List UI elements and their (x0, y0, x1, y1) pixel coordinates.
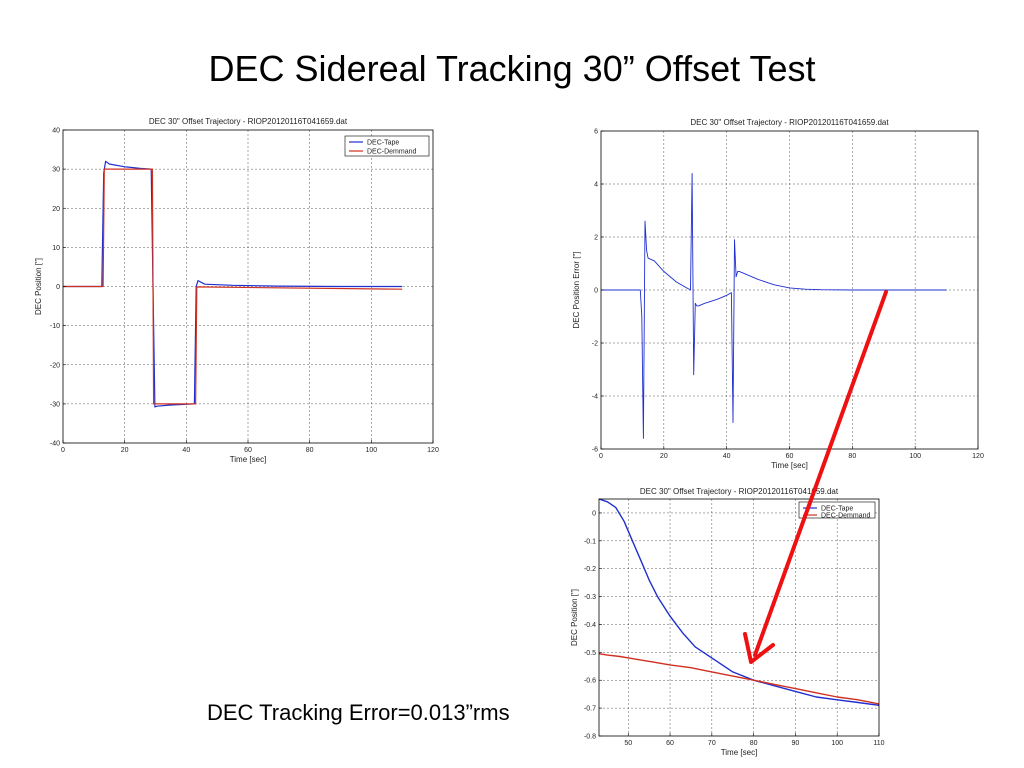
chart-position-title: DEC 30" Offset Trajectory - RIOP20120116… (149, 117, 348, 126)
chart-error-y-tick-label: 0 (594, 288, 598, 295)
chart-position-x-tick-label: 80 (306, 447, 314, 454)
chart-error-x-tick-label: 100 (909, 453, 921, 460)
chart-error-x-tick-label: 20 (660, 453, 668, 460)
chart-zoom-legend-entry: DEC-Tape (821, 506, 853, 513)
chart-zoom-y-tick-label: -0.7 (584, 706, 596, 713)
chart-position-y-tick-label: 30 (52, 167, 60, 174)
chart-position-y-tick-label: 10 (52, 245, 60, 252)
chart-zoom-x-tick-label: 80 (750, 740, 758, 747)
chart-position-y-tick-label: -20 (50, 362, 60, 369)
chart-error-x-tick-label: 0 (599, 453, 603, 460)
chart-zoom-x-axis-label: Time [sec] (721, 748, 758, 757)
chart-zoom-y-tick-label: -0.3 (584, 594, 596, 601)
chart-position-y-axis-label: DEC Position ["] (34, 258, 43, 315)
tracking-error-caption: DEC Tracking Error=0.013”rms (207, 700, 510, 725)
chart-error-x-tick-label: 60 (786, 453, 794, 460)
chart-zoom-x-tick-label: 110 (873, 740, 884, 747)
chart-zoom-y-tick-label: -0.5 (584, 650, 596, 657)
chart-error-y-axis-label: DEC Position Error ["] (572, 251, 581, 328)
chart-zoom-x-tick-label: 70 (708, 740, 716, 747)
chart-error-series-error-line (601, 172, 947, 439)
chart-error-x-tick-label: 120 (972, 453, 984, 460)
chart-zoom-x-tick-label: 100 (831, 740, 843, 747)
chart-position-legend-entry: DEC-Demmand (367, 149, 417, 156)
chart-position-y-tick-label: 20 (52, 206, 60, 213)
chart-position-x-tick-label: 0 (61, 447, 65, 454)
chart-zoom-legend-entry: DEC-Demmand (821, 513, 871, 520)
chart-position-y-tick-label: 0 (56, 284, 60, 291)
annotation-arrow-head (743, 632, 775, 664)
chart-zoom-y-axis-label: DEC Position ["] (570, 589, 579, 646)
chart-position-x-tick-label: 60 (244, 447, 252, 454)
slide-title: DEC Sidereal Tracking 30” Offset Test (208, 48, 816, 89)
chart-zoom-frame (598, 498, 880, 737)
chart-zoom-y-tick-label: -0.4 (584, 622, 596, 629)
chart-zoom-x-tick-label: 60 (666, 740, 674, 747)
chart-zoom-y-tick-label: 0 (592, 510, 596, 517)
chart-zoom-legend-box (798, 501, 876, 519)
chart-error-y-tick-label: -2 (592, 341, 598, 348)
chart-position-legend-box (344, 135, 430, 157)
chart-zoom-series-dec-demmand-line (598, 653, 880, 705)
chart-error-x-axis-label: Time [sec] (771, 461, 808, 470)
chart-zoom-x-tick-label: 90 (792, 740, 800, 747)
chart-error-y-tick-label: 6 (594, 129, 598, 136)
chart-position-x-tick-label: 40 (182, 447, 190, 454)
chart-zoom-x-tick-label: 50 (624, 740, 632, 747)
chart-position-series-dec-demmand-line (63, 168, 403, 405)
annotation-arrow-shaft (753, 290, 888, 657)
chart-position-x-axis-label: Time [sec] (230, 455, 267, 464)
chart-position-y-tick-label: -30 (50, 401, 60, 408)
chart-position-y-tick-label: -40 (50, 441, 60, 448)
chart-position-legend-entry: DEC-Tape (367, 140, 399, 147)
chart-position-x-tick-label: 120 (427, 447, 439, 454)
chart-error-y-tick-label: 2 (594, 235, 598, 242)
chart-position-series-dec-tape-line (63, 160, 403, 408)
chart-error-y-tick-label: -4 (592, 394, 598, 401)
chart-zoom-y-tick-label: -0.2 (584, 566, 596, 573)
chart-error-y-tick-label: -6 (592, 447, 598, 454)
chart-position-x-tick-label: 100 (365, 447, 377, 454)
chart-error-x-tick-label: 80 (848, 453, 856, 460)
chart-error-title: DEC 30" Offset Trajectory - RIOP20120116… (690, 118, 889, 127)
chart-position-x-tick-label: 20 (121, 447, 129, 454)
chart-position-y-tick-label: 40 (52, 128, 60, 135)
chart-position-y-tick-label: -10 (50, 323, 60, 330)
chart-error-y-tick-label: 4 (594, 182, 598, 189)
chart-zoom-series-dec-tape-line (598, 498, 880, 706)
chart-error-x-tick-label: 40 (723, 453, 731, 460)
chart-zoom-title: DEC 30" Offset Trajectory - RIOP20120116… (640, 487, 839, 496)
chart-zoom-y-tick-label: -0.1 (584, 538, 596, 545)
chart-zoom-y-tick-label: -0.6 (584, 678, 596, 685)
chart-zoom-y-tick-label: -0.8 (584, 734, 596, 741)
